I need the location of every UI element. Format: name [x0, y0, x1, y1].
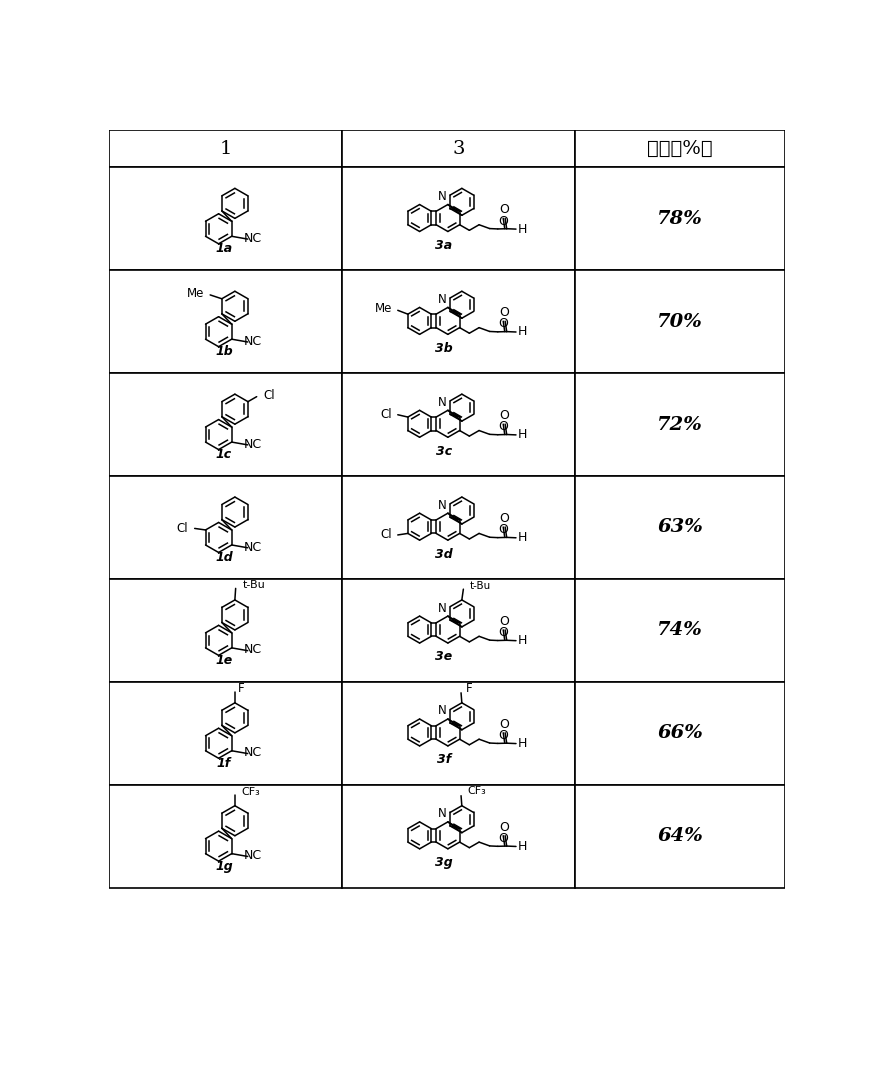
Text: O: O: [498, 729, 508, 742]
Text: O: O: [498, 317, 508, 330]
Bar: [576, 373, 785, 476]
Text: 1d: 1d: [215, 551, 233, 564]
Text: 3a: 3a: [435, 239, 453, 252]
Bar: [576, 168, 785, 270]
Bar: [576, 270, 785, 373]
Bar: [342, 373, 576, 476]
Text: O: O: [498, 524, 508, 537]
Text: 1e: 1e: [215, 654, 233, 667]
Text: O: O: [498, 420, 508, 434]
Text: NC: NC: [244, 437, 262, 450]
Text: 3g: 3g: [435, 856, 453, 869]
Text: O: O: [500, 306, 509, 319]
Text: 74%: 74%: [657, 621, 703, 639]
Text: N: N: [438, 499, 446, 512]
Text: O: O: [500, 615, 509, 628]
Text: 72%: 72%: [657, 415, 703, 434]
Bar: [109, 270, 342, 373]
Text: 78%: 78%: [657, 210, 703, 228]
Text: O: O: [500, 203, 509, 216]
Text: 3: 3: [453, 140, 465, 158]
Text: 3e: 3e: [435, 650, 453, 663]
Text: O: O: [498, 214, 508, 227]
Text: N: N: [438, 807, 446, 820]
Text: 66%: 66%: [657, 724, 703, 742]
Bar: [109, 130, 342, 168]
Text: 3b: 3b: [435, 342, 453, 355]
Bar: [576, 784, 785, 887]
Text: NC: NC: [244, 541, 262, 554]
Text: N: N: [438, 704, 446, 717]
Bar: [576, 579, 785, 682]
Text: CF₃: CF₃: [467, 787, 486, 796]
Text: H: H: [518, 737, 528, 750]
Text: 70%: 70%: [657, 313, 703, 331]
Text: H: H: [518, 223, 528, 236]
Text: Cl: Cl: [380, 408, 392, 421]
Text: Cl: Cl: [176, 522, 187, 535]
Bar: [342, 476, 576, 579]
Text: 3c: 3c: [436, 445, 452, 458]
Bar: [109, 579, 342, 682]
Text: F: F: [238, 683, 245, 696]
Text: 1b: 1b: [215, 345, 233, 358]
Text: 1f: 1f: [217, 756, 231, 769]
Bar: [342, 168, 576, 270]
Text: O: O: [500, 717, 509, 730]
Text: H: H: [518, 428, 528, 441]
Text: t-Bu: t-Bu: [242, 580, 265, 591]
Text: CF₃: CF₃: [241, 787, 260, 796]
Text: NC: NC: [244, 644, 262, 657]
Text: 产率（%）: 产率（%）: [647, 140, 713, 158]
Text: H: H: [518, 326, 528, 339]
Text: Cl: Cl: [380, 528, 392, 541]
Text: NC: NC: [244, 232, 262, 245]
Text: NC: NC: [244, 747, 262, 760]
Text: N: N: [438, 190, 446, 203]
Text: 1g: 1g: [215, 859, 233, 872]
Text: 63%: 63%: [657, 518, 703, 537]
Text: t-Bu: t-Bu: [470, 581, 491, 591]
Text: NC: NC: [244, 334, 262, 347]
Bar: [342, 130, 576, 168]
Text: O: O: [500, 821, 509, 834]
Text: N: N: [438, 396, 446, 409]
Bar: [576, 476, 785, 579]
Bar: [576, 682, 785, 784]
Text: O: O: [500, 512, 509, 525]
Bar: [342, 270, 576, 373]
Text: O: O: [498, 626, 508, 639]
Bar: [342, 682, 576, 784]
Text: O: O: [500, 409, 509, 422]
Text: H: H: [518, 531, 528, 544]
Text: 3f: 3f: [437, 753, 451, 766]
Text: F: F: [466, 682, 473, 695]
Bar: [109, 168, 342, 270]
Text: H: H: [518, 634, 528, 647]
Text: Me: Me: [187, 287, 205, 300]
Bar: [109, 784, 342, 887]
Text: 64%: 64%: [657, 827, 703, 845]
Text: H: H: [518, 840, 528, 853]
Text: 1: 1: [220, 140, 232, 158]
Text: O: O: [498, 832, 508, 845]
Text: N: N: [438, 293, 446, 306]
Text: 1a: 1a: [215, 242, 233, 255]
Text: 3d: 3d: [435, 547, 453, 560]
Text: Me: Me: [375, 302, 392, 315]
Text: N: N: [438, 602, 446, 615]
Bar: [342, 784, 576, 887]
Bar: [109, 373, 342, 476]
Text: Cl: Cl: [263, 390, 276, 403]
Bar: [342, 579, 576, 682]
Text: NC: NC: [244, 849, 262, 862]
Bar: [576, 130, 785, 168]
Text: 1c: 1c: [216, 448, 232, 461]
Bar: [109, 682, 342, 784]
Bar: [109, 476, 342, 579]
